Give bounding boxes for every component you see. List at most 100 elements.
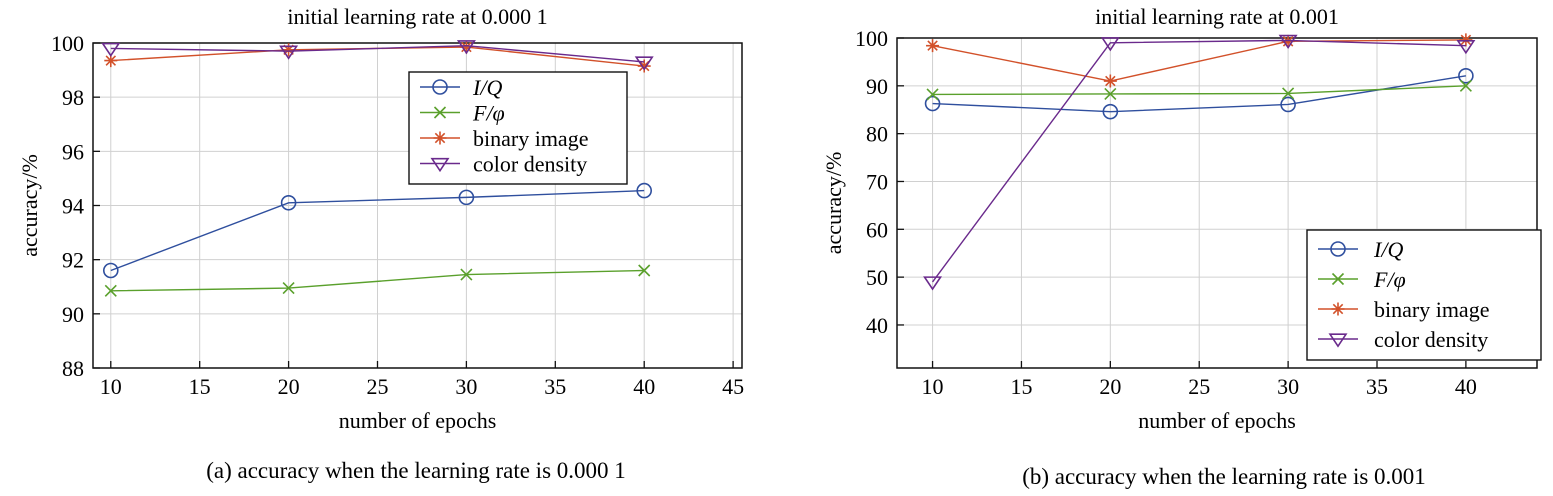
x-axis-label: number of epochs xyxy=(1138,408,1296,433)
data-point xyxy=(1456,40,1476,55)
data-point xyxy=(637,59,651,73)
data-point xyxy=(1282,87,1295,100)
data-point xyxy=(280,194,297,211)
legend-item-binary-image: binary image xyxy=(1318,297,1489,322)
data-point xyxy=(636,182,653,199)
chart-panel-a: 10 15 20 25 30 35 40 45 88 90 92 94 96 98 100 initial l… xyxy=(17,4,744,483)
legend-label: F/φ xyxy=(1373,267,1406,292)
data-point xyxy=(1459,33,1473,47)
data-point xyxy=(279,45,299,60)
x-tick-label: 10 xyxy=(100,374,122,399)
figure-caption: (a) accuracy when the learning rate is 0… xyxy=(206,458,626,483)
data-point xyxy=(104,54,118,68)
legend-label: color density xyxy=(473,152,587,177)
x-tick-label: 35 xyxy=(1366,374,1388,399)
y-tick-label: 90 xyxy=(866,74,888,99)
x-tick-label: 10 xyxy=(922,374,944,399)
data-point xyxy=(102,262,119,279)
plot-frame xyxy=(896,37,1538,369)
x-tick-label: 45 xyxy=(722,374,744,399)
legend-label: binary image xyxy=(1374,297,1489,322)
data-point xyxy=(458,189,475,206)
x-tick-label: 20 xyxy=(278,374,300,399)
y-tick-label: 60 xyxy=(866,217,888,242)
legend-label: I/Q xyxy=(472,75,502,100)
x-axis-label: number of epochs xyxy=(339,408,497,433)
data-point xyxy=(282,282,295,295)
data-point xyxy=(1102,103,1119,120)
legend-label: F/φ xyxy=(472,101,505,126)
legend-item-color-density: color density xyxy=(420,152,587,177)
legend-marker xyxy=(432,79,448,95)
x-axis: 10 15 20 25 30 35 40 xyxy=(922,361,1477,399)
series-color-density xyxy=(923,34,1476,291)
x-tick-label: 30 xyxy=(1277,374,1299,399)
y-tick-label: 50 xyxy=(866,265,888,290)
x-tick-label: 25 xyxy=(366,374,388,399)
y-axis-label: accuracy/% xyxy=(821,152,846,255)
series-line xyxy=(932,39,1466,82)
series-f xyxy=(926,79,1472,101)
y-tick-label: 88 xyxy=(62,356,84,381)
legend-item-f: F/φ xyxy=(420,101,505,126)
x-tick-label: 40 xyxy=(1455,374,1477,399)
y-axis: 40 50 60 70 80 90 100 xyxy=(855,26,904,338)
legend-marker xyxy=(433,131,447,145)
series-line xyxy=(932,85,1466,96)
legend-marker xyxy=(1331,272,1345,286)
chart-title: initial learning rate at 0.001 xyxy=(1095,4,1339,29)
data-point xyxy=(1458,67,1474,84)
legend-item-binary-image: binary image xyxy=(420,126,588,151)
legend-item-color-density: color density xyxy=(1318,327,1488,352)
series-line xyxy=(931,39,1466,283)
series-line xyxy=(110,45,645,63)
y-tick-label: 100 xyxy=(51,31,84,56)
legend-item-f: F/φ xyxy=(1318,267,1406,292)
data-point xyxy=(634,56,654,71)
legend-marker xyxy=(1328,333,1348,348)
x-tick-label: 25 xyxy=(1188,374,1210,399)
data-point xyxy=(104,284,117,297)
legend-marker xyxy=(1331,302,1345,316)
chart-title: initial learning rate at 0.000 1 xyxy=(287,4,547,29)
series-line xyxy=(110,269,645,292)
legend-label: color density xyxy=(1374,327,1488,352)
y-axis-label: accuracy/% xyxy=(17,154,42,257)
y-tick-label: 100 xyxy=(855,26,888,51)
chart-panel-b: 10 15 20 25 30 35 40 40 50 60 70 80 90 100 initial lea… xyxy=(821,4,1542,489)
legend-label: binary image xyxy=(473,126,588,151)
series-binary-image xyxy=(926,33,1473,88)
x-axis: 10 15 20 25 30 35 40 45 xyxy=(100,361,744,399)
figure-caption: (b) accuracy when the learning rate is 0… xyxy=(1022,464,1426,489)
data-point xyxy=(1281,34,1295,48)
data-point xyxy=(926,88,939,101)
data-point xyxy=(924,95,941,112)
y-tick-label: 94 xyxy=(62,194,84,219)
x-tick-label: 30 xyxy=(455,374,477,399)
data-point xyxy=(101,42,121,58)
data-point xyxy=(1100,37,1120,52)
data-point xyxy=(1459,79,1472,92)
x-tick-label: 15 xyxy=(189,374,211,399)
data-point xyxy=(1280,96,1296,113)
y-tick-label: 92 xyxy=(62,248,84,273)
data-point xyxy=(456,40,476,55)
series-i-q xyxy=(102,182,653,279)
legend-marker xyxy=(1330,241,1346,257)
data-point xyxy=(638,264,651,277)
x-tick-label: 15 xyxy=(1010,374,1032,399)
series-f xyxy=(104,264,651,297)
data-point xyxy=(1278,34,1298,50)
data-point xyxy=(1103,74,1117,88)
series-color-density xyxy=(101,40,654,71)
x-tick-label: 20 xyxy=(1099,374,1121,399)
y-tick-label: 90 xyxy=(62,302,84,327)
y-axis: 88 90 92 94 96 98 100 xyxy=(51,31,100,381)
data-point xyxy=(1104,87,1117,101)
data-point xyxy=(459,40,473,54)
x-tick-label: 35 xyxy=(544,374,566,399)
y-tick-label: 96 xyxy=(62,139,84,164)
